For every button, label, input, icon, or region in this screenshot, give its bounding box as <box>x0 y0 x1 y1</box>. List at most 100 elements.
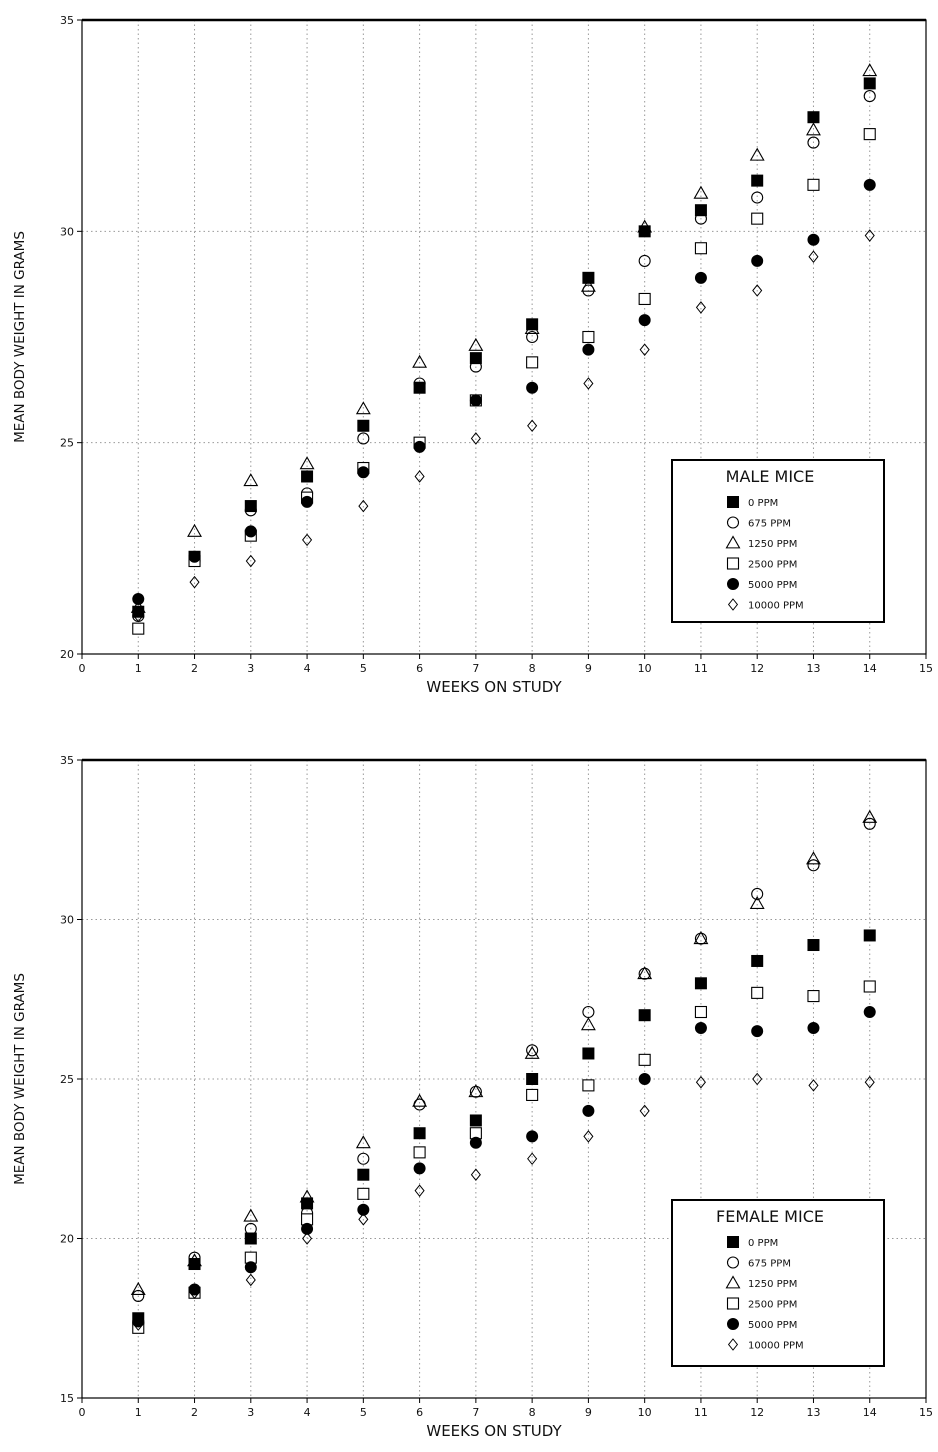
data-point <box>130 599 146 613</box>
data-point <box>863 77 876 90</box>
x-tick-label: 4 <box>304 662 311 675</box>
data-point <box>469 1114 482 1127</box>
data-point <box>469 1136 482 1149</box>
legend-marker <box>727 1318 739 1330</box>
data-point <box>357 1152 370 1165</box>
legend-marker <box>727 598 739 611</box>
legend-marker <box>727 578 739 590</box>
x-tick-label: 11 <box>694 1406 708 1419</box>
data-point <box>582 330 595 344</box>
data-point <box>524 320 540 334</box>
series-1250-ppm <box>130 63 878 613</box>
x-tick-label: 1 <box>135 662 142 675</box>
y-tick-label: 30 <box>60 914 74 927</box>
data-point <box>694 271 707 284</box>
data-point <box>357 1168 370 1181</box>
x-tick-label: 9 <box>585 1406 592 1419</box>
x-tick-label: 3 <box>247 662 254 675</box>
data-point <box>695 1075 706 1089</box>
data-point <box>864 229 875 242</box>
data-point <box>187 1253 202 1267</box>
data-point <box>244 525 257 538</box>
series-10000-ppm <box>133 1072 875 1331</box>
data-point <box>807 990 820 1003</box>
x-tick-label: 1 <box>135 1406 142 1419</box>
data-point <box>751 191 764 204</box>
x-tick-label: 12 <box>750 1406 764 1419</box>
data-points <box>130 809 878 1334</box>
data-point <box>413 377 426 390</box>
legend-label: 10000 PPM <box>748 601 804 612</box>
data-point <box>639 343 650 356</box>
data-point <box>413 440 426 453</box>
data-point <box>244 504 257 517</box>
data-point <box>862 63 878 77</box>
y-tick-label: 15 <box>60 1392 74 1405</box>
data-point <box>244 500 257 513</box>
legend-marker <box>726 1256 740 1269</box>
data-point <box>863 929 876 942</box>
x-tick-label: 8 <box>529 662 536 675</box>
data-point <box>357 419 370 432</box>
data-point <box>357 1187 370 1200</box>
data-point <box>243 473 259 487</box>
data-point <box>357 1203 370 1216</box>
data-point <box>807 233 820 246</box>
data-point <box>132 593 145 606</box>
data-point <box>807 939 820 952</box>
series-5000-ppm <box>132 1006 876 1328</box>
data-point <box>299 456 315 470</box>
series-5000-ppm <box>132 178 876 606</box>
data-point <box>527 419 538 433</box>
data-point <box>301 495 314 508</box>
data-point <box>637 966 653 980</box>
legend-title: MALE MICE <box>726 467 815 486</box>
data-point <box>130 1281 146 1295</box>
data-point <box>526 330 539 344</box>
x-tick-label: 2 <box>191 662 198 675</box>
data-point <box>863 90 876 103</box>
data-point <box>694 1005 707 1019</box>
x-tick-label: 5 <box>360 662 367 675</box>
data-point <box>637 219 653 233</box>
x-tick-label: 10 <box>638 1406 652 1419</box>
legend-label: 675 PPM <box>748 519 791 530</box>
data-point <box>582 343 595 356</box>
data-point <box>582 1047 595 1060</box>
y-tick-label: 20 <box>60 648 74 661</box>
data-point <box>694 977 707 990</box>
x-tick-label: 6 <box>416 1406 423 1419</box>
legend-label: 1250 PPM <box>748 539 797 550</box>
legend-marker <box>727 496 739 508</box>
legend-title: FEMALE MICE <box>716 1207 824 1226</box>
x-tick-label: 13 <box>806 662 820 675</box>
data-point <box>132 1289 145 1302</box>
data-point <box>414 470 425 483</box>
data-point <box>638 314 651 327</box>
data-point <box>751 986 764 999</box>
legend-label: 2500 PPM <box>748 560 797 571</box>
legend-marker <box>726 516 740 529</box>
data-point <box>638 292 651 306</box>
data-point <box>355 401 371 415</box>
data-point <box>751 254 764 267</box>
data-point <box>245 1273 256 1287</box>
data-point <box>752 284 763 297</box>
data-point <box>638 254 651 267</box>
data-point <box>863 817 876 830</box>
data-point <box>582 1079 595 1092</box>
data-point <box>527 1152 538 1166</box>
data-point <box>469 394 482 407</box>
data-point <box>582 271 595 284</box>
data-point <box>582 1005 595 1019</box>
data-point <box>245 554 256 568</box>
x-tick-label: 3 <box>247 1406 254 1419</box>
gridlines <box>82 20 926 654</box>
data-point <box>583 377 594 390</box>
data-point <box>580 1017 596 1031</box>
data-point <box>412 354 428 368</box>
data-point <box>526 1088 539 1101</box>
